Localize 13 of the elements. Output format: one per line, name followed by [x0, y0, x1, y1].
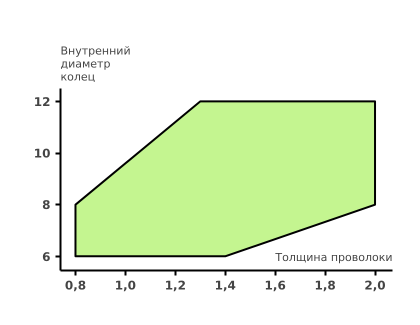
x-axis-title: Толщина проволоки	[274, 251, 393, 264]
x-tick-label: 1,0	[114, 278, 136, 292]
y-tick-label: 8	[42, 198, 51, 212]
x-tick-label: 2,0	[364, 278, 386, 292]
x-tick-label: 1,8	[314, 278, 336, 292]
y-tick-label: 10	[34, 146, 51, 161]
y-tick-label: 6	[42, 250, 51, 264]
x-tick-label: 1,4	[214, 278, 236, 292]
y-tick-label: 12	[34, 94, 51, 109]
x-tick-label: 0,8	[64, 278, 86, 292]
y-axis-title: Внутренний диаметр колец	[60, 44, 131, 84]
x-tick-label: 1,2	[164, 278, 186, 292]
x-tick-label: 1,6	[264, 278, 286, 292]
